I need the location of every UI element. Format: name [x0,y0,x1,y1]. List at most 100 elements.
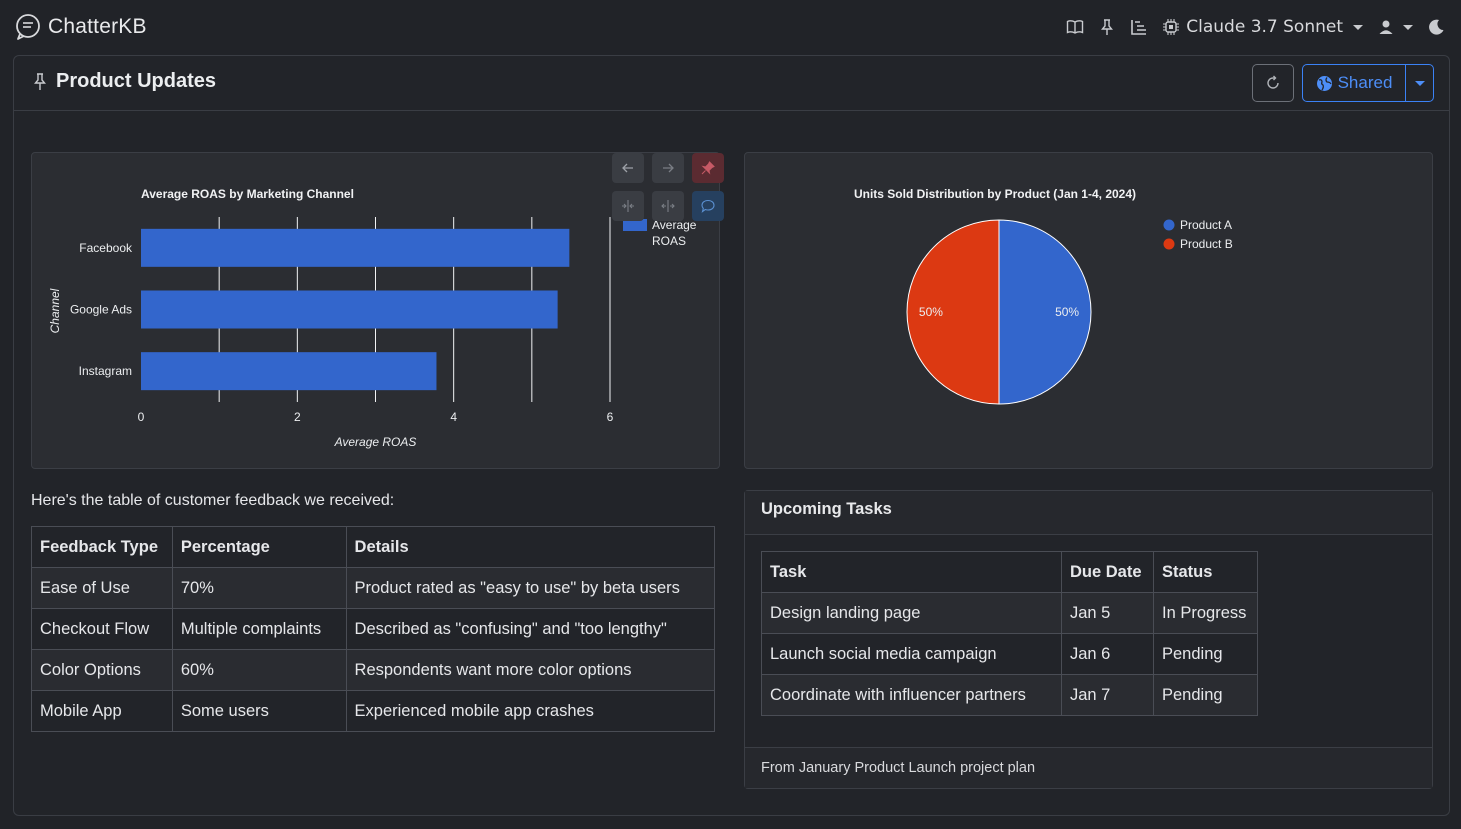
table-header-row: Task Due Date Status [761,551,1258,593]
table-cell: Color Options [31,649,173,691]
table-cell: Checkout Flow [31,608,173,650]
table-row: Checkout Flow Multiple complaints Descri… [31,608,716,650]
comment-button[interactable] [692,191,724,221]
table-row: Ease of Use 70% Product rated as "easy t… [31,567,716,609]
model-name: Claude 3.7 Sonnet [1186,17,1343,37]
bar-chart-card: 0 2 4 6 Facebook Google Ads Instagram Average R… [31,152,724,469]
tasks-table: Task Due Date Status Design landing page… [761,551,1258,716]
expand-icon [661,200,675,212]
table-cell: Pending [1153,633,1258,675]
pie-chart-card: 50% 50% Units Sold Distribution by Product… [744,152,1433,469]
refresh-icon [1267,75,1279,89]
chip-icon [1162,18,1180,36]
bar [141,290,558,329]
chat-bubble-icon [701,199,715,213]
table-cell: Product rated as "easy to use" by beta u… [345,567,716,609]
feedback-intro: Here's the table of customer feedback we… [31,492,395,509]
table-cell: 60% [171,649,347,691]
pin-icon [701,161,715,175]
data-label: 50% [1055,305,1079,319]
table-row: Mobile App Some users Experienced mobile… [31,690,716,732]
pin-icon[interactable] [32,72,48,91]
legend-swatch [1163,238,1175,250]
pin-chart-button[interactable] [692,153,724,183]
top-navbar: ChatterKB Claude 3.7 Sonnet [0,0,1461,54]
moon-icon[interactable] [1427,18,1445,36]
column-header: Percentage [171,526,347,568]
chevron-down-icon [1353,24,1363,30]
chat-logo-icon [16,14,40,40]
table-cell: Mobile App [31,690,173,732]
tasks-title: Upcoming Tasks [745,491,1432,535]
table-cell: Ease of Use [31,567,173,609]
table-cell: In Progress [1153,592,1258,634]
chevron-down-icon [1414,80,1425,86]
x-tick-label: 6 [607,410,614,424]
bar [141,228,570,267]
share-button-group: Shared [1302,64,1434,102]
arrow-left-icon [622,163,633,173]
y-tick-label: Instagram [79,364,132,378]
table-row: Color Options 60% Respondents want more … [31,649,716,691]
table-row: Coordinate with influencer partners Jan … [761,674,1258,716]
book-icon[interactable] [1066,18,1084,36]
table-cell: Described as "confusing" and "too length… [345,608,716,650]
refresh-button[interactable] [1252,64,1294,102]
expand-button[interactable] [652,191,684,221]
y-tick-label: Facebook [79,241,133,255]
table-header-row: Feedback Type Percentage Details [31,526,716,568]
bar [141,352,437,391]
pin-icon[interactable] [1098,18,1116,36]
next-button[interactable] [652,153,684,183]
prev-button[interactable] [612,153,644,183]
column-header: Details [345,526,716,568]
bar-chart: 0 2 4 6 Facebook Google Ads Instagram Average R… [48,187,697,449]
x-tick-label: 2 [294,410,301,424]
brand-name: ChatterKB [48,15,147,38]
tasks-footer: From January Product Launch project plan [745,747,1432,788]
table-cell: Respondents want more color options [345,649,716,691]
page-title: Product Updates [56,70,217,92]
table-cell: Experienced mobile app crashes [345,690,716,732]
brand[interactable]: ChatterKB [14,12,147,42]
x-tick-label: 4 [450,410,457,424]
collapse-icon [622,200,634,212]
legend-label: Product A [1180,218,1232,232]
arrow-right-icon [663,163,674,173]
model-selector[interactable]: Claude 3.7 Sonnet [1162,17,1363,37]
share-dropdown-toggle[interactable] [1406,65,1433,101]
table-cell: Jan 5 [1061,592,1154,634]
table-row: Launch social media campaign Jan 6 Pendi… [761,633,1258,675]
main-panel: Product Updates Shared 0 2 4 6 Facebook Googl… [13,55,1450,816]
chart-title: Average ROAS by Marketing Channel [141,187,354,201]
x-axis-label: Average ROAS [334,435,417,449]
tree-icon[interactable] [1130,18,1148,36]
table-cell: 70% [171,567,347,609]
table-cell: Multiple complaints [171,608,347,650]
user-icon [1377,18,1395,36]
table-cell: Coordinate with influencer partners [761,674,1062,716]
table-row: Design landing page Jan 5 In Progress [761,592,1258,634]
y-tick-label: Google Ads [70,303,132,317]
legend-label: ROAS [652,234,686,248]
collapse-button[interactable] [612,191,644,221]
feedback-table: Feedback Type Percentage Details Ease of… [31,526,716,732]
share-button[interactable]: Shared [1303,65,1406,101]
globe-icon [1316,75,1332,91]
column-header: Feedback Type [31,526,173,568]
data-label: 50% [919,305,943,319]
legend-label: Average [652,218,697,232]
table-cell: Jan 7 [1061,674,1154,716]
table-cell: Jan 6 [1061,633,1154,675]
column-header: Due Date [1061,551,1154,593]
pie-chart: 50% 50% Units Sold Distribution by Product… [854,187,1233,405]
user-menu[interactable] [1377,18,1413,36]
upcoming-tasks-card: Upcoming Tasks Task Due Date Status Desi… [744,490,1433,789]
pie-slice [998,219,1092,405]
chart-title: Units Sold Distribution by Product (Jan … [854,187,1136,201]
column-header: Status [1153,551,1258,593]
panel-header: Product Updates Shared [14,56,1449,111]
table-cell: Launch social media campaign [761,633,1062,675]
legend-label: Product B [1180,237,1233,251]
pie-slice [906,219,1000,405]
